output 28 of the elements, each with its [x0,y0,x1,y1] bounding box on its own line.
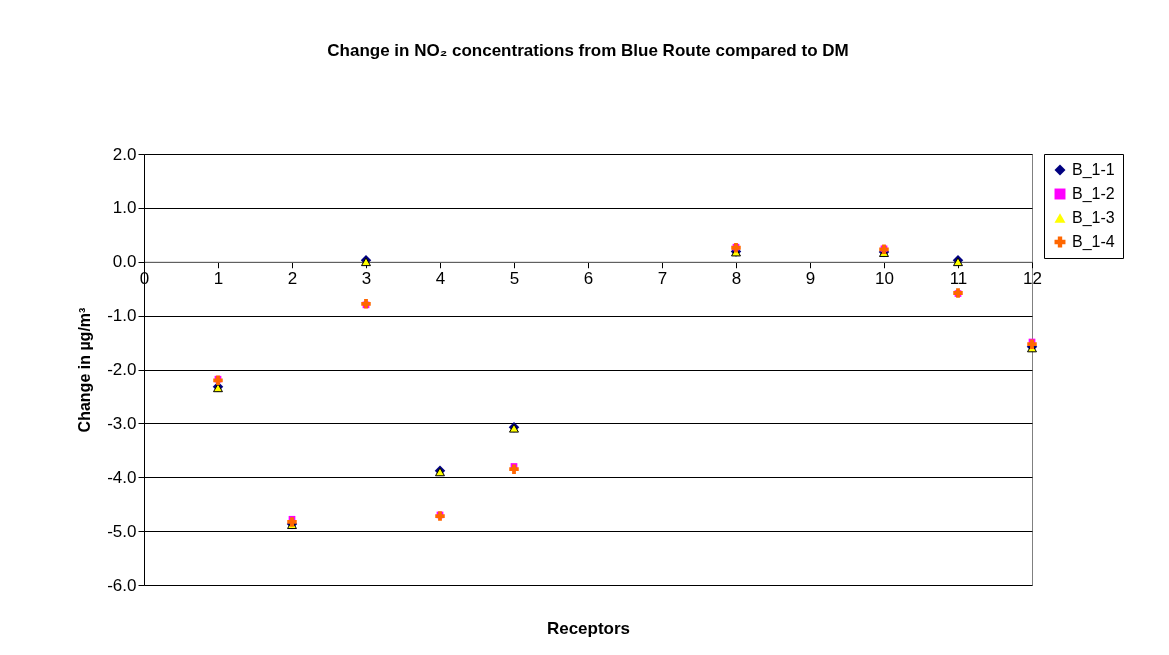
legend-label: B_1-2 [1072,185,1115,203]
x-tick-label: 4 [435,269,446,289]
x-tick-label: 11 [949,269,968,289]
x-tick-label: 12 [1023,269,1042,289]
x-tick-label: 3 [361,269,372,289]
x-tick-label: 9 [805,269,816,289]
legend-label: B_1-3 [1072,209,1115,227]
chart-title: Change in NO₂ concentrations from Blue Route compared to DM [327,41,849,60]
y-tick-label: -4.0 [107,467,137,487]
x-tick-label: 1 [213,269,224,289]
y-tick-label: 2.0 [112,144,137,164]
y-tick-label: -2.0 [107,360,137,379]
x-tick-label: 2 [287,269,298,289]
x-tick-label: 10 [875,269,894,289]
y-tick-label: -3.0 [107,413,137,433]
x-tick-label: 5 [509,269,520,289]
legend-label: B_1-1 [1072,161,1115,179]
x-tick-label: 7 [657,269,668,289]
y-axis-title: Change in µg/m³ [76,307,94,433]
x-axis-title: Receptors [546,618,631,638]
legend-label: B_1-4 [1072,233,1115,251]
y-tick-label: 0.0 [112,252,137,272]
y-tick-label: 1.0 [112,198,137,218]
y-tick-label: -6.0 [107,575,137,595]
x-tick-label: 6 [583,269,594,289]
y-tick-label: -5.0 [107,521,137,541]
y-tick-label: -1.0 [107,306,137,326]
x-tick-label: 8 [731,269,742,289]
